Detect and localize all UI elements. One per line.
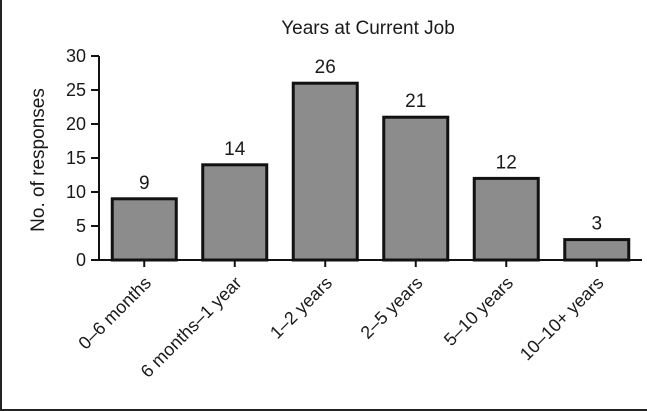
bar-value-label: 3 bbox=[591, 214, 602, 235]
bar-value-label: 9 bbox=[139, 173, 150, 194]
bar-value-label: 12 bbox=[496, 152, 517, 173]
bar-value-label: 14 bbox=[224, 139, 246, 160]
y-tick-label: 30 bbox=[66, 46, 86, 66]
bar bbox=[472, 176, 540, 262]
bar bbox=[382, 115, 450, 262]
bar bbox=[291, 81, 359, 262]
chart-title: Years at Current Job bbox=[281, 18, 455, 39]
bar-value-label: 21 bbox=[405, 91, 426, 112]
bar bbox=[110, 197, 178, 262]
y-tick-label: 15 bbox=[66, 148, 86, 168]
bar bbox=[563, 238, 631, 262]
x-tick-label: 1–2 years bbox=[266, 273, 336, 343]
x-tick-label: 6 months–1 year bbox=[137, 273, 246, 382]
y-axis-label: No. of responses bbox=[28, 88, 49, 232]
y-tick-label: 0 bbox=[76, 250, 86, 270]
bar-value-label: 26 bbox=[315, 57, 336, 78]
plot-area: 0 5 10 15 20 25 30 9 0–6 months 14 6 months–1 year… bbox=[66, 46, 642, 382]
y-tick-label: 5 bbox=[76, 216, 86, 236]
y-tick-label: 10 bbox=[66, 182, 86, 202]
y-tick-label: 25 bbox=[66, 80, 86, 100]
x-tick-label: 5–10 years bbox=[440, 273, 517, 350]
x-tick-label: 10–10+ years bbox=[516, 273, 608, 365]
y-tick-label: 20 bbox=[66, 114, 86, 134]
bar bbox=[201, 163, 269, 262]
x-tick-label: 2–5 years bbox=[357, 273, 427, 343]
x-tick-label: 0–6 months bbox=[74, 273, 155, 354]
